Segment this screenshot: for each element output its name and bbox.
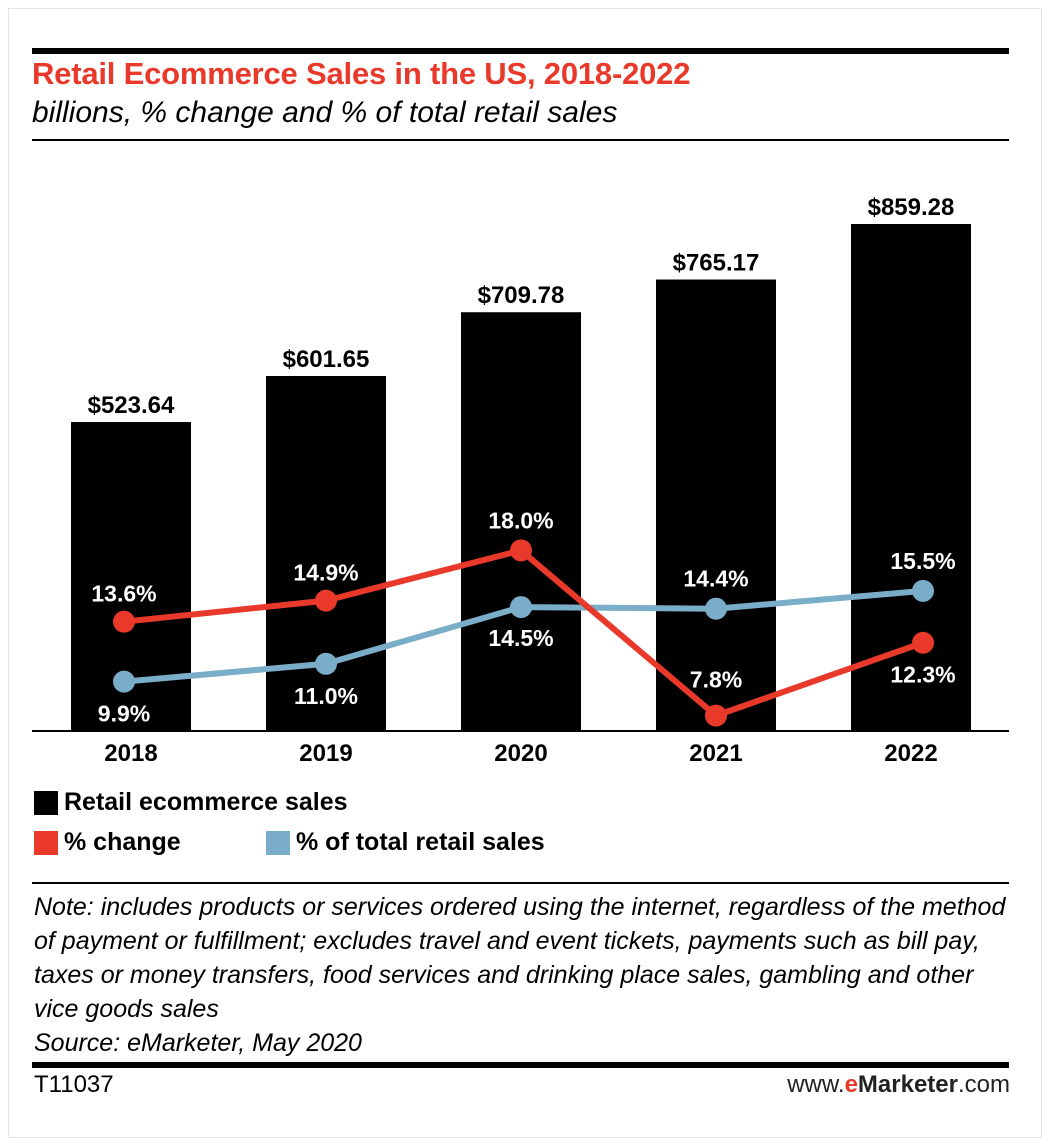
- note-text: Note: includes products or services orde…: [34, 893, 1006, 1023]
- share-label-2020: 14.5%: [488, 625, 553, 651]
- legend-item-bars: Retail ecommerce sales: [34, 788, 348, 817]
- share-label-2021: 14.4%: [683, 566, 748, 592]
- bar-label-2022: $859.28: [868, 194, 955, 221]
- change-point-2021: [705, 704, 727, 727]
- share-label-2019: 11.0%: [294, 683, 358, 709]
- bar-2020: [461, 312, 581, 731]
- note-rule: [32, 882, 1009, 884]
- bar-label-2018: $523.64: [88, 392, 175, 419]
- bar-2019: [266, 376, 386, 731]
- combo-chart: $523.64 2018 $601.65 2019 $709.78 2020 $765.17…: [32, 194, 1009, 767]
- change-label-2020: 18.0%: [488, 507, 553, 533]
- x-tick-2019: 2019: [299, 740, 352, 767]
- change-point-2022: [912, 631, 934, 654]
- top-rule: [32, 48, 1009, 54]
- x-tick-2021: 2021: [689, 740, 742, 767]
- share-point-2019: [315, 652, 337, 675]
- x-tick-2022: 2022: [884, 740, 937, 767]
- share-point-2021: [705, 597, 727, 620]
- legend-item-share: % of total retail sales: [266, 828, 545, 857]
- bar-label-2019: $601.65: [283, 346, 370, 373]
- legend-swatch-bars: [34, 790, 58, 815]
- bar-2022: [851, 224, 971, 731]
- site-prefix: www.: [787, 1071, 845, 1098]
- x-tick-2018: 2018: [104, 740, 157, 767]
- site-brand: Marketer: [857, 1071, 958, 1098]
- share-point-2022: [912, 579, 934, 602]
- chart-frame: [8, 8, 1042, 1138]
- bottom-rule: [32, 1062, 1009, 1068]
- change-label-2021: 7.8%: [690, 667, 742, 693]
- share-label-2018: 9.9%: [98, 701, 150, 727]
- share-point-2020: [510, 596, 532, 619]
- share-point-2018: [113, 670, 135, 693]
- chart-title: Retail Ecommerce Sales in the US, 2018-2…: [32, 56, 691, 91]
- share-label-2022: 15.5%: [890, 548, 955, 574]
- change-label-2019: 14.9%: [293, 560, 358, 586]
- bar-2021: [656, 279, 776, 731]
- legend-label-change: % change: [64, 828, 181, 856]
- chart-code: T11037: [34, 1071, 114, 1098]
- site-suffix: .com: [957, 1071, 1010, 1098]
- x-tick-2020: 2020: [494, 740, 547, 767]
- header-rule: [32, 139, 1009, 141]
- footnote: Note: includes products or services orde…: [34, 890, 1014, 1060]
- legend-swatch-change: [34, 830, 58, 855]
- change-label-2022: 12.3%: [890, 662, 955, 688]
- chart-subtitle: billions, % change and % of total retail…: [32, 96, 618, 129]
- source-text: Source: eMarketer, May 2020: [34, 1029, 362, 1057]
- bar-label-2021: $765.17: [673, 250, 760, 277]
- legend-label-share: % of total retail sales: [296, 828, 545, 856]
- site-e: e: [844, 1071, 858, 1098]
- change-point-2019: [315, 589, 337, 612]
- legend-label-bars: Retail ecommerce sales: [64, 788, 348, 816]
- change-point-2020: [510, 539, 532, 562]
- site-link[interactable]: www.eMarketer.com: [787, 1071, 1010, 1099]
- bar-label-2020: $709.78: [478, 282, 565, 309]
- change-point-2018: [113, 610, 135, 633]
- change-label-2018: 13.6%: [91, 581, 156, 607]
- legend-item-change: % change: [34, 828, 181, 857]
- legend-swatch-share: [266, 830, 290, 855]
